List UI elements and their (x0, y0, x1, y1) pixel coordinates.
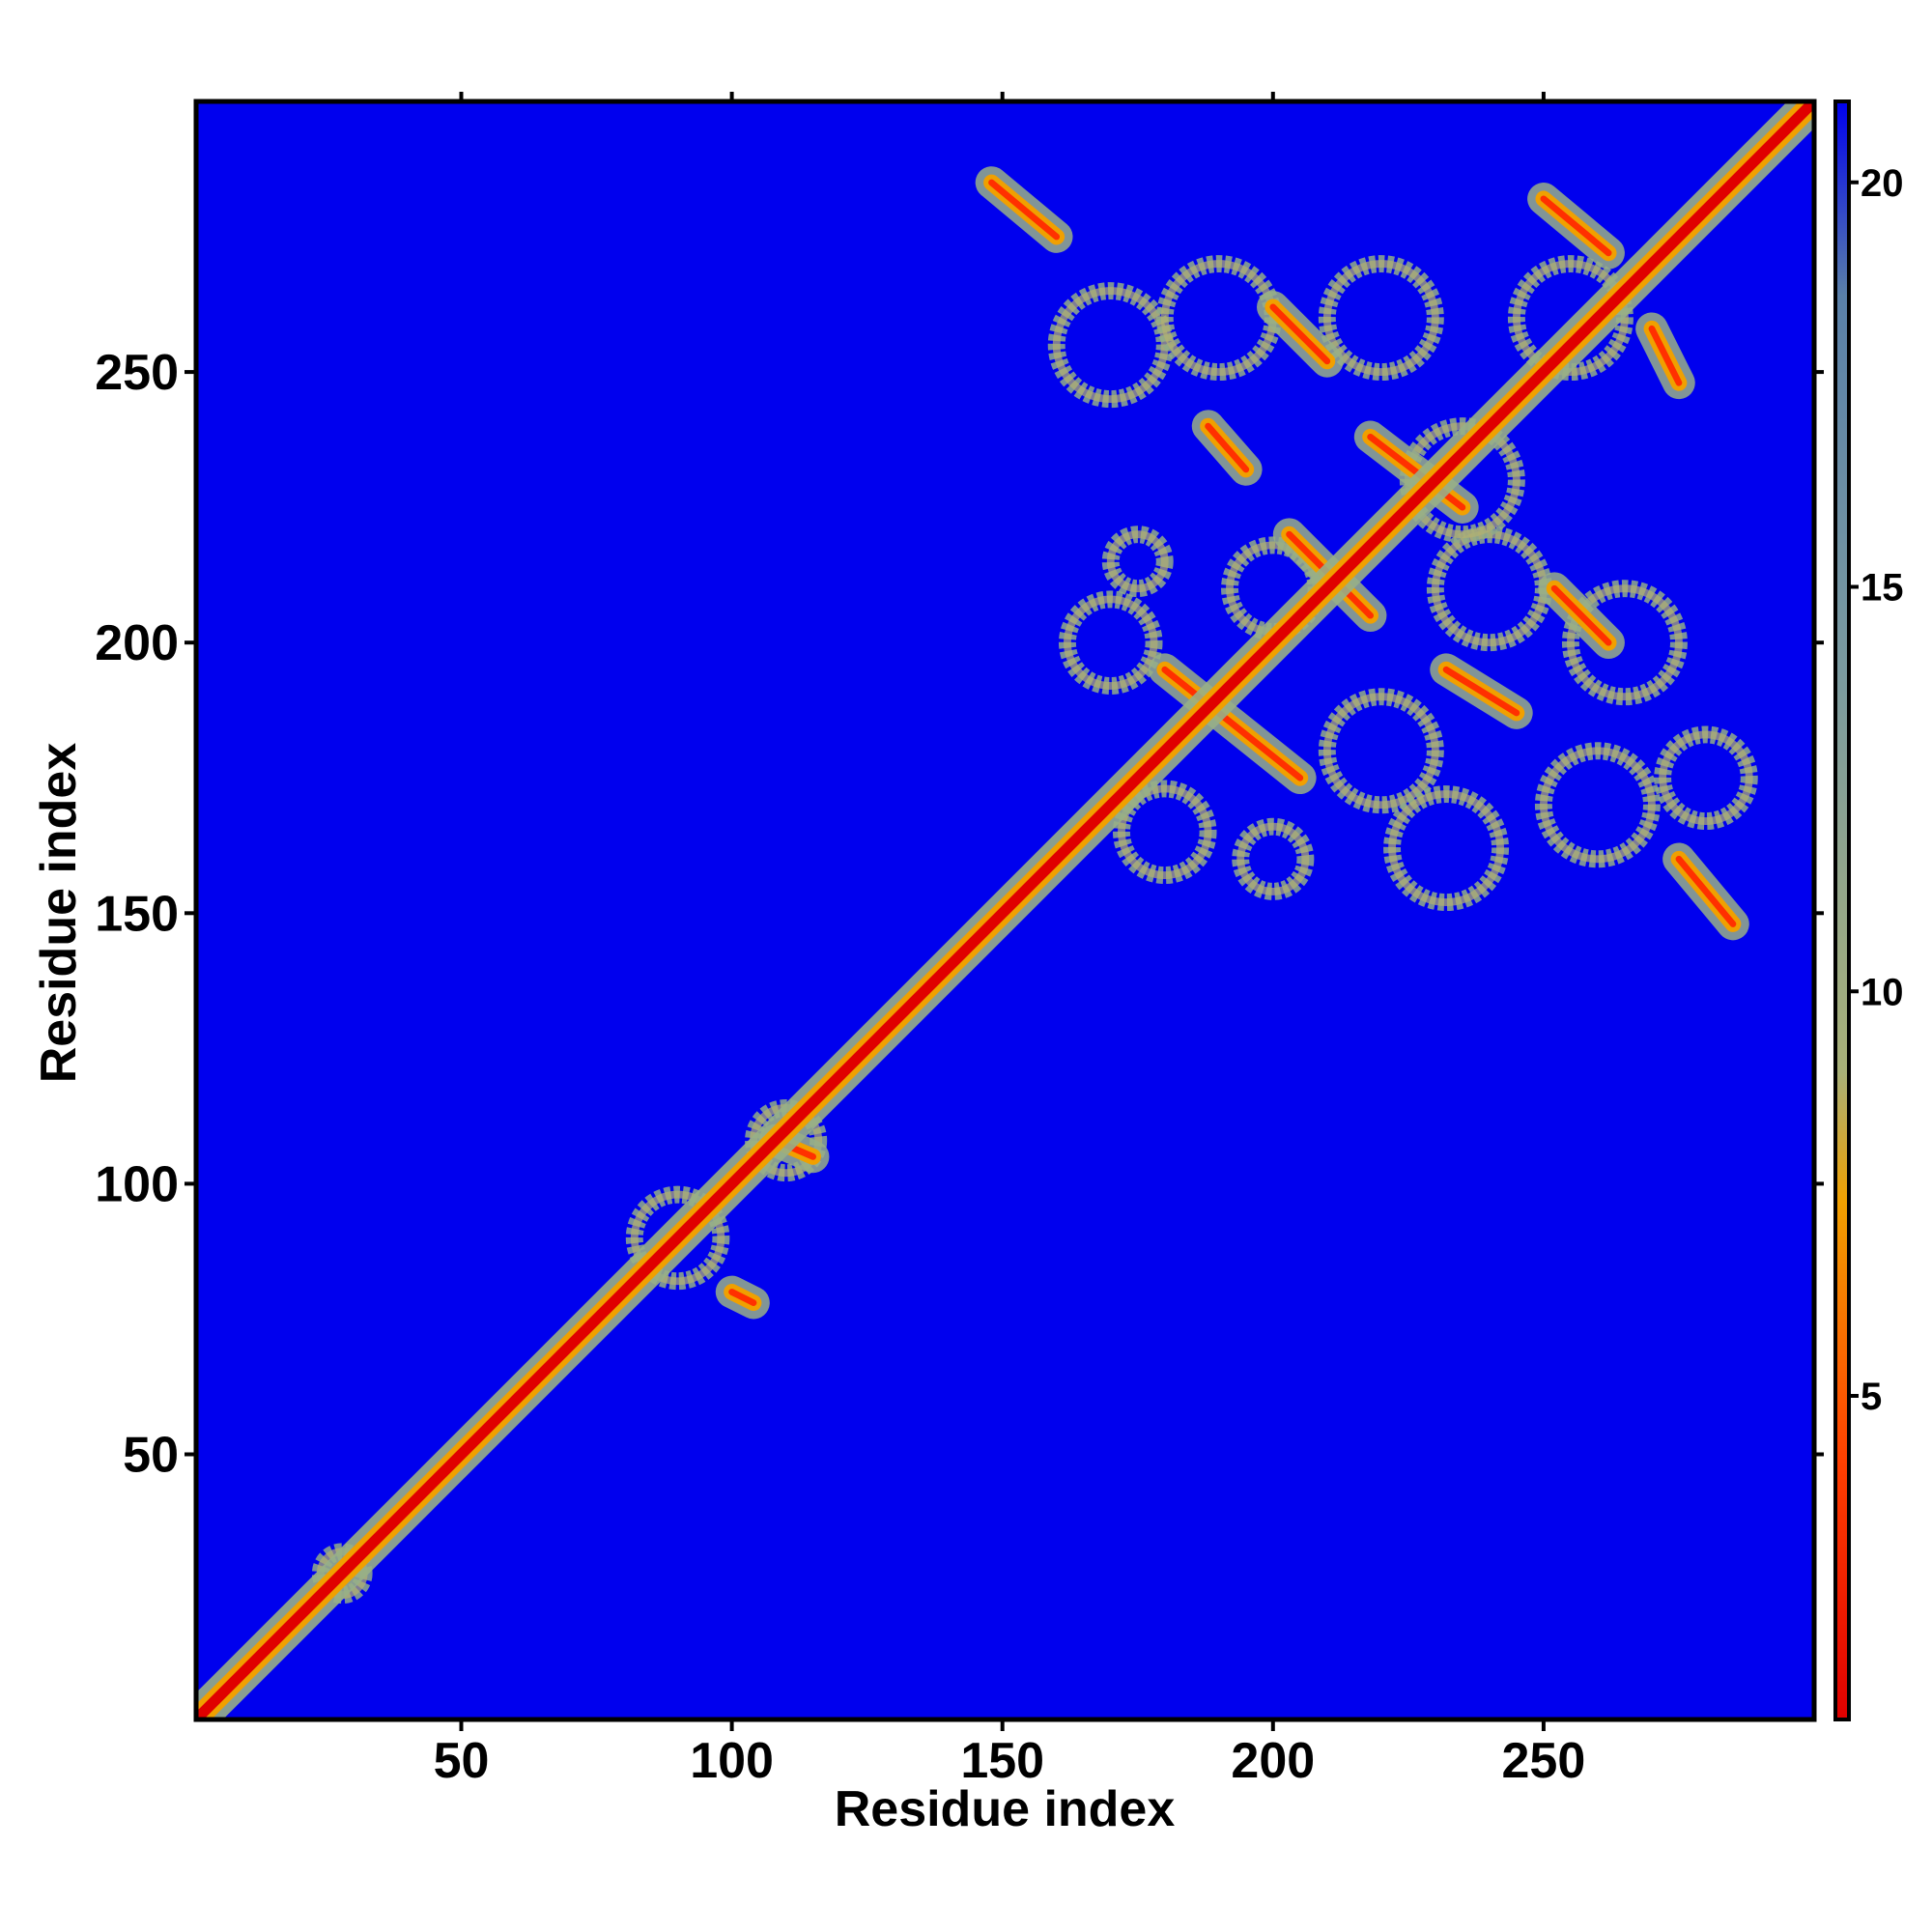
contact-core (728, 1289, 757, 1307)
contact-core (1648, 325, 1683, 386)
colorbar-tick-label: 10 (1861, 971, 1904, 1013)
contact-halo-core (1566, 584, 1683, 701)
colorbar (1833, 99, 1851, 1721)
x-tick-label: 100 (690, 1733, 774, 1789)
diagonal-red-core (196, 101, 1814, 1719)
contact-halo-core (630, 1190, 725, 1286)
y-tick-label: 150 (95, 886, 179, 942)
y-axis-ticks: 50 100 150 200 250 (95, 345, 1824, 1484)
contact-layer (715, 166, 1749, 1320)
contact-halo-core (1236, 822, 1310, 895)
y-tick-label: 100 (95, 1156, 179, 1212)
colorbar-tick-label: 15 (1861, 567, 1904, 610)
x-axis-ticks: 50 100 150 200 250 (434, 92, 1586, 1789)
y-tick-label: 250 (95, 345, 179, 401)
contact-halo-core (1118, 784, 1212, 880)
colorbar-tick-label: 5 (1861, 1376, 1882, 1418)
colorbar-tick-label: 20 (1861, 162, 1904, 205)
contact-halo-core (1106, 530, 1169, 593)
x-tick-label: 250 (1502, 1733, 1586, 1789)
contact-core (1367, 433, 1466, 511)
x-tick-label: 50 (434, 1733, 490, 1789)
contact-halo-core (1322, 260, 1439, 377)
contact-core (988, 179, 1061, 241)
y-axis-title: Residue index (31, 743, 87, 1084)
y-tick-label: 200 (95, 615, 179, 671)
contact-halo-core (1064, 595, 1158, 690)
contact-core (1675, 855, 1737, 927)
y-tick-label: 50 (123, 1428, 179, 1484)
contact-halo-core (1322, 693, 1439, 810)
diagonal-layer (196, 101, 1814, 1719)
contact-halo-core (1512, 260, 1629, 377)
contact-core (1540, 195, 1612, 257)
x-tick-label: 200 (1231, 1733, 1315, 1789)
contact-core (1205, 422, 1250, 473)
x-axis-title: Residue index (835, 1781, 1176, 1837)
contact-halo-core (1539, 747, 1656, 864)
contact-core (1269, 303, 1331, 365)
x-tick-label: 150 (960, 1733, 1044, 1789)
contact-core (1161, 666, 1304, 781)
contact-core (1550, 584, 1612, 646)
plot-frame (193, 99, 1817, 1722)
contact-core (1442, 666, 1520, 717)
colorbar-ticks: 5 10 15 20 (1849, 162, 1904, 1418)
contact-halo-core (1388, 790, 1505, 907)
contact-halo-core (1659, 730, 1753, 825)
